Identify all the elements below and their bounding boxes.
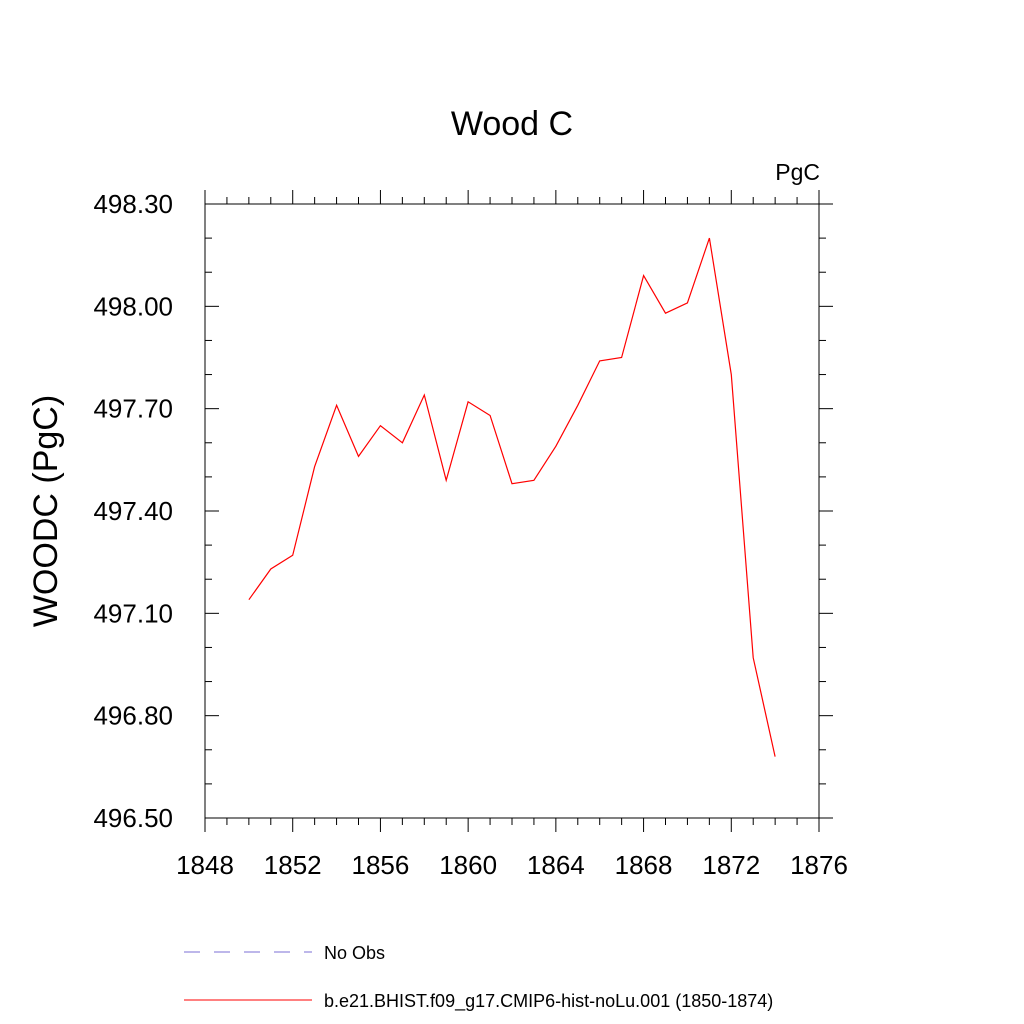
series-line bbox=[248, 237, 776, 757]
y-tick-label: 498.00 bbox=[93, 291, 173, 321]
y-axis-label: WOODC (PgC) bbox=[27, 395, 65, 627]
x-tick-label: 1856 bbox=[352, 850, 410, 880]
units-label: PgC bbox=[775, 159, 820, 185]
x-tick-label: 1868 bbox=[615, 850, 673, 880]
y-tick-label: 497.70 bbox=[93, 394, 173, 424]
x-tick-label: 1864 bbox=[527, 850, 585, 880]
x-tick-label: 1860 bbox=[439, 850, 497, 880]
x-tick-label: 1848 bbox=[176, 850, 234, 880]
series-layer bbox=[248, 237, 776, 757]
legend: No Obs b.e21.BHIST.f09_g17.CMIP6-hist-noL… bbox=[184, 943, 773, 1012]
legend-label: No Obs bbox=[324, 943, 385, 963]
y-tick-label: 497.40 bbox=[93, 496, 173, 526]
plot-frame bbox=[204, 203, 820, 819]
chart-title: Wood C bbox=[451, 105, 573, 143]
x-tick-label: 1872 bbox=[702, 850, 760, 880]
y-tick-label: 496.50 bbox=[93, 803, 173, 833]
x-tick-label: 1852 bbox=[264, 850, 322, 880]
axis-ticks: 1848 1852 1856 1860 1864 1868 1872 1876 496.50 49… bbox=[93, 189, 847, 880]
y-tick-label: 496.80 bbox=[93, 701, 173, 731]
y-tick-label: 497.10 bbox=[93, 598, 173, 628]
x-tick-label: 1876 bbox=[790, 850, 848, 880]
y-tick-label: 498.30 bbox=[93, 189, 173, 219]
legend-label: b.e21.BHIST.f09_g17.CMIP6-hist-noLu.001 … bbox=[324, 991, 773, 1012]
